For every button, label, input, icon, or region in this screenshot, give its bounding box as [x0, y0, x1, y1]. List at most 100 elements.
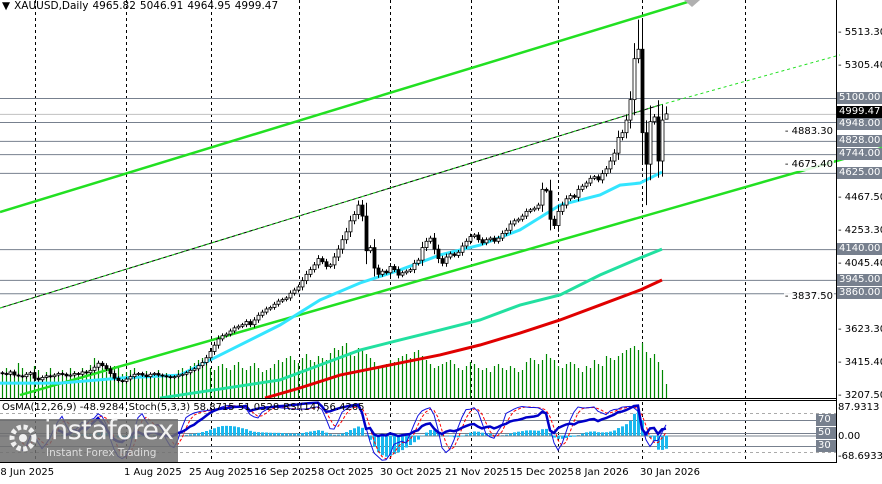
candle — [340, 235, 345, 254]
candle — [336, 245, 341, 262]
candle-body — [156, 373, 161, 376]
candle — [296, 284, 301, 293]
scroll-marker-icon[interactable] — [684, 0, 700, 7]
candle-body — [152, 373, 157, 375]
candle — [0, 371, 5, 376]
candle-body — [444, 256, 449, 264]
candle — [40, 375, 45, 382]
price-tick-label: - 3837.50 — [783, 290, 834, 303]
candle-body — [304, 273, 309, 282]
candle — [156, 371, 161, 377]
candle-body — [172, 376, 177, 379]
candle — [396, 266, 401, 279]
price-tick-label: - 4467.50 — [838, 191, 882, 203]
candle — [12, 369, 17, 378]
candle — [228, 328, 233, 337]
candle — [272, 301, 277, 310]
candle-body — [644, 132, 649, 165]
candle — [128, 374, 133, 382]
candle — [92, 364, 97, 373]
candle-body — [608, 160, 613, 170]
candle — [284, 296, 289, 302]
osma-bar — [301, 432, 304, 436]
candle — [536, 202, 541, 211]
watermark-brand: instaforex — [44, 415, 174, 446]
candle-body — [28, 372, 33, 375]
candle-body — [632, 58, 637, 101]
candle — [256, 312, 261, 323]
collapse-triangle-icon[interactable]: ▼ — [2, 0, 11, 12]
candle-body — [204, 357, 209, 363]
osma-bar — [637, 409, 640, 436]
indicator-scale-label: 87.9313 — [838, 402, 880, 413]
osma-bar — [593, 431, 596, 436]
indicator-scale-label: -68.6933 — [838, 451, 882, 462]
candle — [100, 361, 105, 368]
date-tick-label: 1 Aug 2025 — [124, 467, 182, 478]
close-value: 4999.47 — [234, 0, 279, 12]
osma-bar — [189, 434, 192, 436]
candle-body — [324, 261, 329, 267]
candle-body — [360, 204, 365, 217]
candle-body — [624, 119, 629, 134]
candle — [164, 374, 169, 379]
candle-body — [380, 270, 385, 275]
candle — [36, 376, 41, 382]
candle-body — [416, 259, 421, 264]
candle — [324, 258, 329, 270]
candle — [112, 370, 117, 382]
candle-body — [216, 338, 221, 346]
osma-bar — [373, 435, 376, 447]
osma-bar — [509, 433, 512, 436]
candle-body — [620, 132, 625, 138]
candle-body — [592, 176, 597, 179]
osma-bar — [273, 432, 276, 436]
candle — [24, 372, 29, 379]
date-tick-label: 25 Aug 2025 — [189, 467, 254, 478]
candle — [56, 371, 61, 377]
candle — [456, 249, 461, 258]
level-price-label: 5100.00 — [837, 92, 882, 105]
candle-body — [388, 266, 393, 274]
candle-body — [296, 286, 301, 291]
candle-body — [580, 185, 585, 190]
candle — [404, 269, 409, 275]
osma-bar — [613, 430, 616, 436]
candle-body — [236, 325, 241, 329]
osma-bar — [321, 430, 324, 436]
osma-bar — [417, 435, 420, 440]
candle — [212, 341, 217, 355]
high-value: 5046.91 — [139, 0, 184, 12]
candle-body — [96, 362, 101, 368]
candle — [584, 180, 589, 189]
channel-middle-overlay — [0, 104, 661, 309]
candle — [444, 253, 449, 267]
price-tick-label: - 4675.40 — [783, 158, 834, 171]
candle — [108, 365, 113, 377]
osma-bar — [393, 435, 396, 455]
candle-body — [268, 306, 273, 310]
candle-body — [628, 99, 633, 121]
candle-body — [364, 215, 369, 252]
osma-bar — [205, 431, 208, 436]
candle — [332, 253, 337, 269]
date-tick-label: 18 Jun 2025 — [0, 467, 55, 478]
candle — [596, 174, 601, 183]
candle — [464, 238, 469, 249]
osma-bar — [429, 429, 432, 436]
candle — [492, 235, 497, 244]
channel-extension-line — [659, 54, 841, 106]
candle — [512, 218, 517, 227]
candle-body — [384, 270, 389, 274]
candle-body — [516, 218, 521, 222]
osma-bar — [477, 431, 480, 436]
osma-bar — [493, 434, 496, 436]
candle — [224, 332, 229, 338]
osma-bar — [661, 435, 664, 450]
candle-body — [424, 240, 429, 248]
candle — [620, 129, 625, 141]
price-tick-label: - 4253.30 — [838, 225, 882, 237]
candle-body — [64, 373, 69, 377]
candle — [572, 193, 577, 200]
